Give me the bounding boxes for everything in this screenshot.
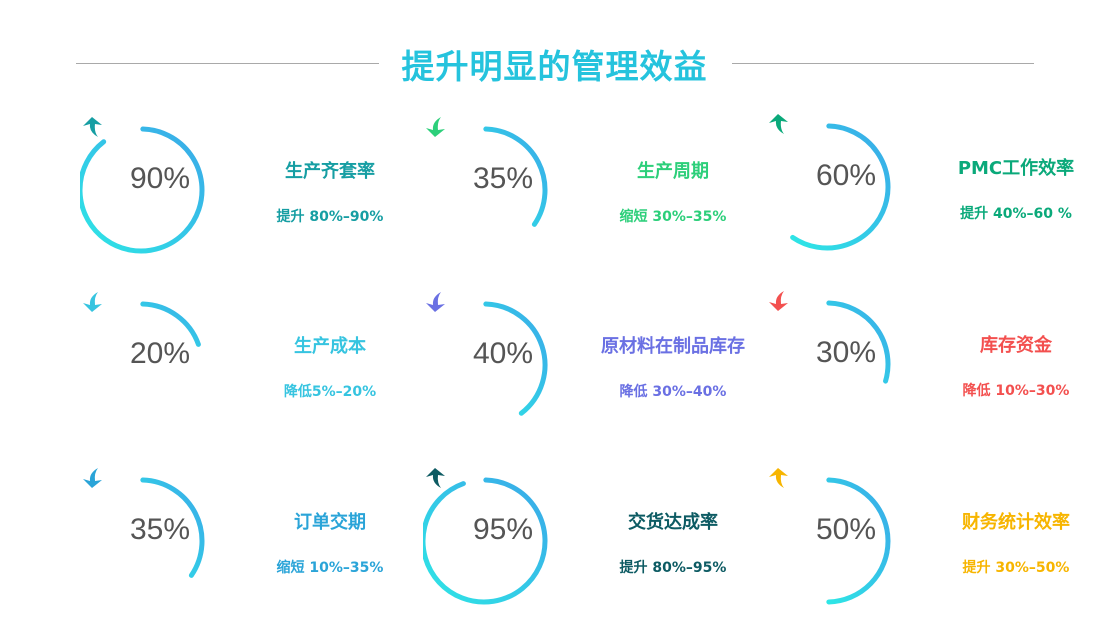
metric-name: 生产成本 [294,336,366,357]
metric-card: 40% 原材料在制品库存 降低 30%–40% [423,290,766,440]
metric-card: 30% 库存资金 降低 10%–30% [766,289,1109,439]
progress-arc [80,126,205,254]
progress-arc [790,123,891,251]
arrow-up-icon [769,468,788,488]
arrow-down-icon [83,292,102,312]
metric-name: 生产周期 [637,161,709,182]
metric-card: 60% PMC工作效率 提升 40%–60 % [766,112,1109,262]
arrow-up-icon [426,468,445,488]
metric-description: 提升 30%–50% [962,560,1070,576]
progress-arc [140,301,201,347]
progress-ring [483,301,548,416]
metric-description: 提升 80%–95% [619,560,727,576]
percent-value: 90% [129,162,191,195]
metric-description: 降低 10%–30% [962,383,1070,399]
progress-ring [80,126,205,254]
progress-ring [140,477,205,578]
percent-value: 35% [472,162,534,195]
title-divider-left [76,63,379,64]
progress-arc [140,477,205,578]
metric-card: 20% 生产成本 降低5%–20% [80,290,423,440]
page-title: 提升明显的管理效益 [401,47,708,86]
percent-value: 50% [815,513,877,546]
percent-value: 20% [129,337,191,370]
metric-description: 提升 40%–60 % [960,206,1072,222]
metric-card: 35% 生产周期 缩短 30%–35% [423,115,766,265]
arrow-down-icon [426,292,445,312]
metric-name: 交货达成率 [628,512,718,533]
progress-ring [826,300,891,384]
metric-card: 95% 交货达成率 提升 80%–95% [423,466,766,616]
progress-ring [140,301,201,347]
progress-arc [483,301,548,416]
title-divider-right [732,63,1034,64]
arrow-down-icon [426,117,445,137]
metric-name: 原材料在制品库存 [601,336,745,357]
metric-description: 提升 80%–90% [276,209,384,225]
percent-value: 95% [472,513,534,546]
metric-name: 生产齐套率 [285,161,375,182]
percent-value: 30% [815,336,877,369]
metric-description: 缩短 30%–35% [619,209,727,225]
metric-name: 库存资金 [980,335,1052,356]
percent-value: 60% [815,159,877,192]
percent-value: 40% [472,337,534,370]
progress-arc [826,300,891,384]
metric-description: 降低5%–20% [283,384,377,400]
progress-ring [423,477,548,605]
progress-ring [790,123,891,251]
arrow-down-icon [83,468,102,488]
metric-card: 35% 订单交期 缩短 10%–35% [80,466,423,616]
arrow-down-icon [769,291,788,311]
metric-description: 降低 30%–40% [619,384,727,400]
metric-name: 订单交期 [294,512,366,533]
arrow-up-icon [83,117,102,137]
progress-arc [423,477,548,605]
metric-name: PMC工作效率 [957,158,1075,179]
progress-ring [483,126,548,227]
metric-card: 50% 财务统计效率 提升 30%–50% [766,466,1109,616]
progress-arc [483,126,548,227]
percent-value: 35% [129,513,191,546]
metric-name: 财务统计效率 [962,512,1070,533]
metric-description: 缩短 10%–35% [276,560,384,576]
metric-card: 90% 生产齐套率 提升 80%–90% [80,115,423,265]
arrow-up-icon [769,114,788,134]
progress-arc [826,477,891,605]
progress-ring [826,477,891,605]
